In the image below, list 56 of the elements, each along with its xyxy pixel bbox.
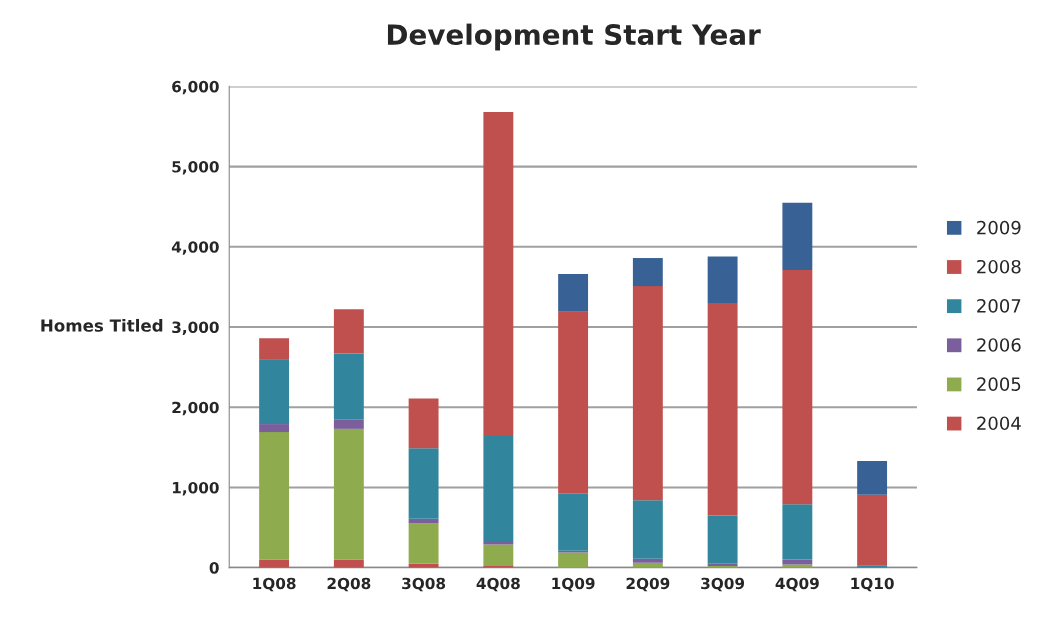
bar: [632, 258, 663, 287]
bar: [632, 500, 663, 559]
y-axis-title: Homes Titled: [41, 318, 163, 332]
y-tick-label: 4,000: [171, 241, 219, 255]
y-tick-label: 0: [209, 562, 219, 574]
bar: [408, 448, 439, 519]
y-tick-label: 5,000: [172, 161, 219, 175]
bar: [782, 564, 813, 568]
bar: [333, 419, 364, 429]
bar: [483, 544, 514, 567]
bar: [259, 359, 290, 425]
bar: [558, 493, 589, 551]
bar: [782, 504, 813, 560]
bar: [408, 398, 439, 449]
y-tick-label: 1,000: [172, 481, 219, 496]
bar: [558, 274, 589, 312]
bar: [632, 558, 663, 563]
bar: [259, 338, 290, 360]
bar: [408, 523, 439, 564]
x-tick-label: 2Q08: [327, 577, 371, 592]
legend-label: 2005: [977, 377, 1021, 391]
bar: [558, 552, 589, 568]
chart-title: Development Start Year: [387, 23, 761, 51]
bar: [408, 518, 439, 524]
bar: [707, 302, 738, 516]
x-tick-label: 4Q09: [775, 577, 819, 592]
x-tick-label: 3Q09: [701, 577, 745, 592]
bar: [333, 428, 364, 560]
bar: [333, 353, 364, 420]
legend-label: 2004: [977, 416, 1021, 431]
bar: [483, 436, 514, 542]
legend-label: 2008: [977, 259, 1021, 274]
x-tick-label: 1Q09: [552, 577, 595, 592]
bar: [259, 424, 290, 433]
x-tick-label: 4Q08: [476, 577, 520, 592]
y-tick-label: 3,000: [172, 321, 219, 335]
bar: [857, 460, 888, 495]
bar: [707, 515, 738, 564]
x-tick-label: 1Q10: [851, 577, 894, 592]
y-tick-label: 2,000: [172, 401, 219, 416]
bar: [782, 202, 813, 271]
bar: [259, 432, 290, 560]
legend-label: 2007: [977, 299, 1021, 313]
bar: [483, 112, 514, 437]
y-tick-label: 6,000: [172, 80, 219, 95]
x-tick-label: 3Q08: [402, 577, 446, 592]
x-tick-label: 1Q08: [253, 577, 296, 592]
x-tick-label: 2Q09: [626, 577, 670, 592]
bar: [632, 286, 663, 501]
bar: [782, 270, 813, 505]
legend-label: 2006: [977, 338, 1021, 352]
legend-label: 2009: [977, 220, 1021, 235]
bar: [707, 256, 738, 303]
bar: [333, 309, 364, 354]
bar: [857, 494, 888, 566]
bar: [558, 311, 589, 494]
